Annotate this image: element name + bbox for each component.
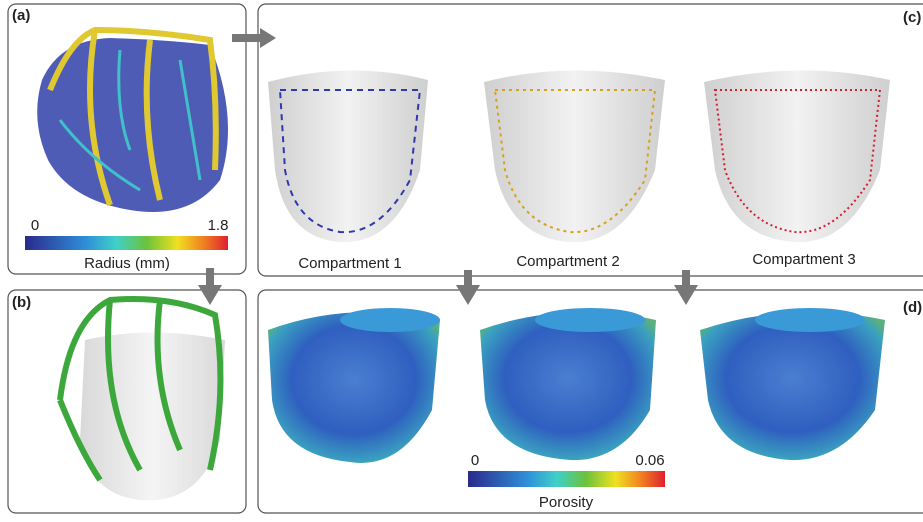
panel-label: (d) — [903, 299, 922, 316]
colorbar-title: Radius (mm) — [84, 255, 170, 272]
panel-label: (a) — [12, 7, 30, 24]
colorbar-min: 0 — [31, 217, 39, 234]
compartment-hearts — [268, 70, 890, 242]
panel-label: (c) — [903, 9, 921, 26]
porosity-hearts — [268, 308, 885, 463]
colorbar-min: 0 — [471, 452, 479, 469]
page: 0 1.8 Radius (mm) (a) (b) Compartment 1 … — [0, 0, 923, 517]
colorbar — [25, 236, 228, 250]
colorbar — [468, 471, 665, 487]
compartment-label: Compartment 1 — [298, 255, 401, 272]
compartment-label: Compartment 3 — [752, 251, 855, 268]
colorbar-max: 1.8 — [208, 217, 229, 234]
figure: 0 1.8 Radius (mm) (a) (b) Compartment 1 … — [0, 0, 923, 517]
colorbar-title: Porosity — [539, 494, 594, 511]
compartment-label: Compartment 2 — [516, 253, 619, 270]
colorbar-max: 0.06 — [635, 452, 664, 469]
panel-label: (b) — [12, 294, 31, 311]
